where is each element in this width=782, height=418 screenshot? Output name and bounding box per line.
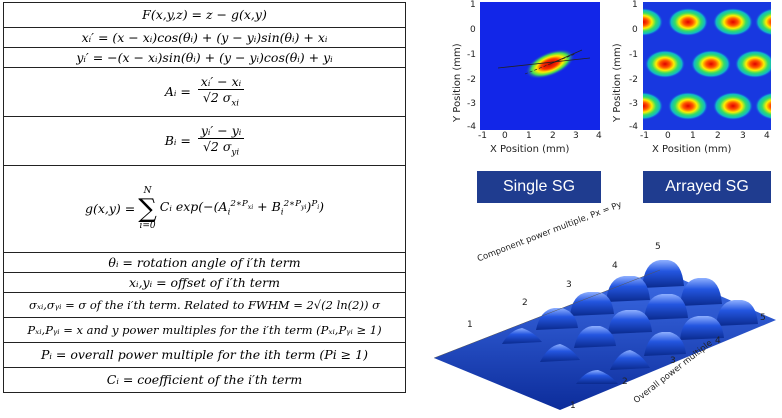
arrayed-xtick: 0 (665, 131, 671, 141)
eq-B: Bᵢ = yᵢ′ − yᵢ √2 σyi (3, 116, 406, 166)
eq-power: Pₓᵢ,Pᵧᵢ = x and y power multiples for th… (3, 317, 406, 343)
eq-overall: Pᵢ = overall power multiple for the ith … (3, 342, 406, 368)
front-tick: 2 (622, 377, 628, 387)
back-tick: 2 (522, 298, 528, 308)
eq-offset: xᵢ,yᵢ = offset of i′th term (3, 272, 406, 293)
eq-A-lhs: Aᵢ = (164, 83, 191, 99)
single-ylabel: Y Position (mm) (452, 43, 463, 122)
single-ytick: 0 (470, 25, 476, 35)
single-sg-plot (480, 2, 600, 130)
arrayed-spots (623, 8, 782, 120)
single-xtick: 1 (526, 131, 532, 141)
arrayed-sg-plot (623, 2, 782, 130)
single-sg-button[interactable]: Single SG (477, 171, 601, 203)
single-xtick: -1 (478, 131, 487, 141)
summation-symbol: N ∑ i=0 (138, 186, 157, 231)
single-xlabel: X Position (mm) (490, 144, 570, 155)
eq-B-lhs: Bᵢ = (164, 132, 191, 148)
eq-B-den: √2 σyi (202, 139, 240, 158)
back-tick: 3 (566, 280, 572, 290)
front-tick: 3 (670, 356, 676, 366)
single-ytick: -2 (467, 75, 476, 85)
eq-B-num: yᵢ′ − yᵢ (197, 123, 245, 140)
eq-theta: θᵢ = rotation angle of i′th term (3, 252, 406, 273)
single-xtick: 3 (573, 131, 579, 141)
arrayed-ytick: 1 (632, 0, 638, 10)
surface-bumps (502, 260, 758, 384)
eq-A-num: xᵢ′ − xᵢ (197, 74, 245, 91)
front-tick: 4 (715, 336, 721, 346)
arrayed-xtick: 2 (715, 131, 721, 141)
arrayed-ytick: -4 (629, 122, 638, 132)
eq-F: F(x,y,z) = z − g(x,y) (3, 2, 406, 28)
eq-yprime: yᵢ′ = −(x − xᵢ)sin(θᵢ) + (y − yᵢ)cos(θᵢ)… (3, 47, 406, 68)
single-xtick: 4 (596, 131, 602, 141)
back-tick: 4 (612, 261, 618, 271)
eq-A-fraction: xᵢ′ − xᵢ √2 σxi (197, 74, 245, 110)
arrayed-sg-button[interactable]: Arrayed SG (643, 171, 771, 203)
single-xtick: 0 (502, 131, 508, 141)
back-tick: 1 (467, 320, 473, 330)
surface-3d-plot (433, 260, 776, 410)
eq-g-body: Cᵢ exp(−(Ai2∗Pxi + Bi2∗Pyi)Pi) (159, 198, 325, 218)
eq-A-den: √2 σxi (202, 90, 240, 109)
front-tick: 1 (570, 401, 576, 411)
eq-B-fraction: yᵢ′ − yᵢ √2 σyi (197, 123, 245, 159)
arrayed-ytick: -1 (629, 50, 638, 60)
front-tick: 5 (760, 313, 766, 323)
arrayed-xtick: 4 (764, 131, 770, 141)
arrayed-xtick: -1 (640, 131, 649, 141)
arrayed-xtick: 3 (740, 131, 746, 141)
eq-sigma: σₓᵢ,σᵧᵢ = σ of the i′th term. Related to… (3, 292, 406, 318)
eq-xprime: xᵢ′ = (x − xᵢ)cos(θᵢ) + (y − yᵢ)sin(θᵢ) … (3, 27, 406, 48)
arrayed-ytick: -2 (629, 75, 638, 85)
single-ytick: -1 (467, 50, 476, 60)
arrayed-ylabel: Y Position (mm) (612, 43, 623, 122)
single-xtick: 2 (550, 131, 556, 141)
single-sg-heatmap (480, 2, 600, 130)
arrayed-xlabel: X Position (mm) (652, 144, 732, 155)
arrayed-ytick: 0 (632, 25, 638, 35)
arrayed-ytick: -3 (629, 99, 638, 109)
single-ytick: 1 (470, 0, 476, 10)
single-ytick: -4 (467, 122, 476, 132)
eq-A: Aᵢ = xᵢ′ − xᵢ √2 σxi (3, 67, 406, 117)
eq-g: g(x,y) = N ∑ i=0 Cᵢ exp(−(Ai2∗Pxi + Bi2∗Py… (3, 165, 406, 253)
eq-g-lhs: g(x,y) = (84, 201, 136, 217)
eq-coef: Cᵢ = coefficient of the i′th term (3, 367, 406, 393)
arrayed-xtick: 1 (690, 131, 696, 141)
single-ytick: -3 (467, 99, 476, 109)
equation-table: F(x,y,z) = z − g(x,y) xᵢ′ = (x − xᵢ)cos(… (3, 2, 406, 393)
arrayed-sg-heatmap (623, 2, 782, 130)
back-tick: 5 (655, 242, 661, 252)
